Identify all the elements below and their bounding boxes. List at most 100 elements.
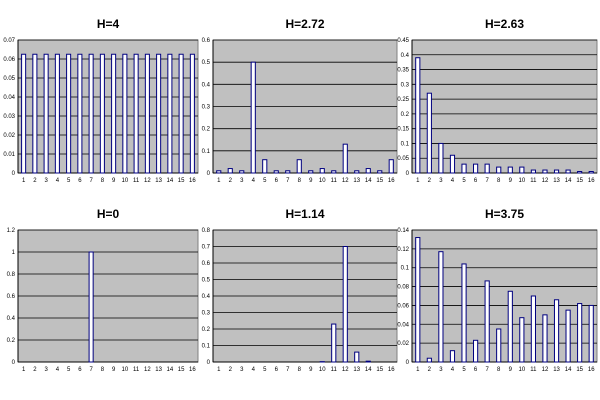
y-tick-label: 0.6: [202, 261, 211, 267]
x-tick-label: 15: [178, 367, 185, 373]
bar-2: [227, 168, 233, 174]
bar-7: [484, 163, 490, 174]
bar-6: [473, 163, 479, 174]
bar-8: [496, 328, 502, 363]
x-tick-label: 15: [576, 367, 583, 373]
bar-4: [449, 350, 456, 363]
bar-11: [133, 53, 139, 174]
y-tick-label: 0.08: [397, 285, 409, 291]
bar-12: [342, 143, 348, 174]
x-tick-label: 9: [309, 367, 313, 373]
x-tick-label: 13: [553, 178, 560, 184]
bar-5: [461, 263, 467, 363]
bar-1: [216, 170, 222, 174]
bar-13: [354, 170, 360, 174]
bar-16: [588, 304, 594, 363]
y-tick-label: 0.25: [397, 97, 409, 103]
x-tick-label: 2: [428, 178, 432, 184]
bar-2: [426, 357, 432, 363]
x-tick-label: 16: [588, 178, 595, 184]
x-tick-label: 1: [22, 367, 26, 373]
x-tick-label: 2: [33, 178, 37, 184]
y-tick-label: 0: [406, 171, 410, 177]
bar-9: [308, 170, 314, 174]
y-tick-label: 1: [12, 250, 16, 256]
x-tick-label: 15: [576, 178, 583, 184]
x-tick-label: 1: [22, 178, 26, 184]
y-tick-label: 0.14: [397, 228, 409, 234]
bar-10: [519, 166, 525, 174]
x-tick-label: 15: [376, 178, 383, 184]
bar-8: [99, 53, 105, 174]
bar-6: [77, 53, 83, 174]
y-tick-label: 0.3: [202, 311, 211, 317]
chart-panel-1: H=400.010.020.030.040.050.060.071 2 3 4 5 6 7 8…: [3, 17, 199, 184]
y-tick-label: 0.35: [397, 68, 409, 74]
y-tick-label: 0.07: [3, 38, 15, 44]
x-tick-label: 8: [298, 178, 302, 184]
x-tick-label: 12: [144, 178, 151, 184]
bar-4: [54, 53, 60, 174]
bar-12: [542, 169, 548, 174]
y-tick-label: 0.1: [202, 149, 211, 155]
x-tick-label: 9: [509, 367, 513, 373]
bar-14: [565, 309, 571, 363]
x-tick-label: 1: [217, 367, 221, 373]
y-tick-label: 0.12: [397, 247, 409, 253]
bar-13: [553, 299, 560, 363]
x-tick-label: 10: [519, 178, 526, 184]
x-tick-label: 5: [67, 367, 71, 373]
x-tick-label: 7: [89, 367, 93, 373]
x-tick-label: 5: [263, 367, 267, 373]
x-tick-label: 13: [155, 367, 162, 373]
bar-10: [122, 53, 128, 174]
bar-7: [484, 280, 490, 363]
chart-panel-4: H=000.20.40.60.811.21 2 3 4 5 6 7 8 9 10 11 12 13 14 1…: [7, 207, 199, 373]
bar-16: [189, 53, 195, 174]
x-tick-label: 5: [67, 178, 71, 184]
bar-16: [588, 171, 594, 174]
bar-14: [167, 53, 173, 174]
y-tick-label: 0: [12, 171, 16, 177]
bar-13: [553, 169, 560, 174]
x-tick-label: 6: [474, 178, 478, 184]
x-tick-label: 8: [298, 367, 302, 373]
bar-2: [426, 92, 432, 174]
x-tick-label: 3: [44, 367, 48, 373]
y-tick-label: 0.05: [397, 156, 409, 162]
y-tick-label: 0.2: [202, 127, 211, 133]
x-tick-label: 3: [240, 178, 244, 184]
y-tick-label: 0.3: [401, 82, 410, 88]
bar-11: [331, 323, 337, 363]
y-tick-label: 0.4: [202, 294, 211, 300]
bar-15: [577, 303, 583, 363]
y-tick-label: 0.2: [401, 112, 410, 118]
x-tick-label: 7: [89, 178, 93, 184]
x-tick-label: 10: [122, 367, 129, 373]
y-tick-label: 0: [207, 171, 211, 177]
x-tick-label: 7: [286, 367, 290, 373]
bar-1: [415, 57, 421, 174]
bar-15: [178, 53, 184, 174]
bar-3: [438, 251, 444, 363]
x-tick-label: 14: [167, 178, 174, 184]
x-tick-label: 12: [342, 367, 349, 373]
x-tick-label: 8: [101, 367, 105, 373]
bar-10: [519, 317, 525, 363]
y-tick-label: 0.4: [202, 82, 211, 88]
bar-6: [473, 339, 479, 363]
y-tick-label: 0.02: [397, 341, 409, 347]
x-tick-label: 6: [78, 367, 82, 373]
bar-8: [496, 166, 502, 174]
y-tick-label: 0.8: [202, 228, 211, 234]
x-tick-label: 2: [229, 367, 233, 373]
x-tick-label: 4: [56, 178, 60, 184]
x-tick-label: 14: [565, 367, 572, 373]
y-tick-label: 0.1: [401, 141, 410, 147]
bar-1: [415, 237, 421, 363]
y-tick-label: 0.06: [3, 57, 15, 63]
x-tick-label: 8: [101, 178, 105, 184]
